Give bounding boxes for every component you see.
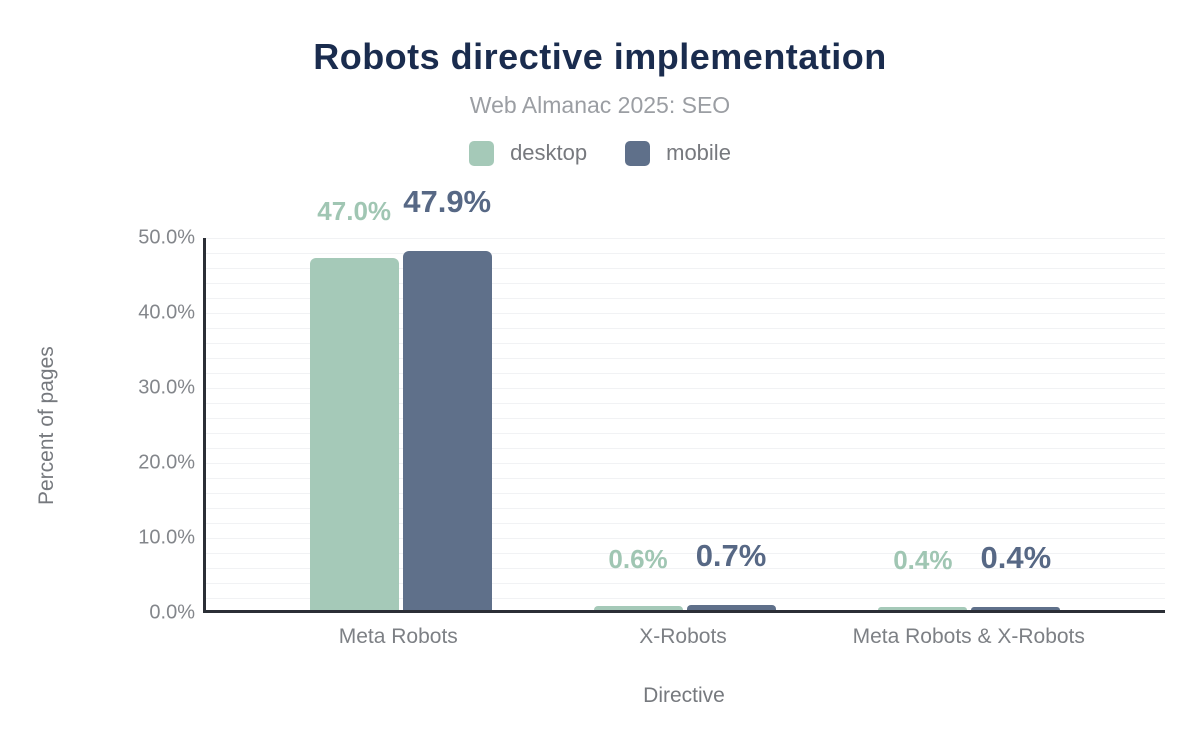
- bar-column: 0.4%: [971, 542, 1061, 610]
- legend-item-desktop[interactable]: desktop: [469, 140, 587, 166]
- bar-value-label: 0.4%: [980, 540, 1052, 575]
- bar-value-label: 0.4%: [893, 545, 953, 575]
- y-axis-title: Percent of pages: [35, 346, 58, 505]
- y-tick-label: 10.0%: [138, 526, 195, 549]
- bar-desktop[interactable]: [593, 605, 683, 610]
- desktop-swatch-icon: [469, 140, 495, 166]
- chart-subtitle: Web Almanac 2025: SEO: [469, 92, 731, 118]
- bar-mobile[interactable]: [971, 607, 1061, 610]
- legend-item-mobile[interactable]: mobile: [625, 140, 731, 166]
- bar-group: 0.6% 0.7%: [593, 540, 776, 610]
- bar-column: 47.0%: [309, 198, 399, 610]
- bar-group: 0.4% 0.4%: [878, 542, 1061, 610]
- bar-desktop[interactable]: [878, 607, 968, 610]
- bar-value-label: 47.9%: [403, 183, 492, 219]
- bar-value-label: 0.7%: [695, 537, 767, 573]
- legend-label-desktop: desktop: [510, 140, 588, 165]
- x-tick-label: X-Robots: [639, 625, 727, 648]
- bar-column: 0.7%: [686, 540, 776, 610]
- bar-column: 0.6%: [593, 546, 683, 610]
- x-tick-label: Meta Robots & X-Robots: [852, 625, 1085, 648]
- bar-desktop[interactable]: [309, 257, 399, 610]
- bar-column: 0.4%: [878, 547, 968, 610]
- x-tick-label: Meta Robots: [338, 625, 458, 648]
- chart-title: Robots directive implementation: [313, 36, 887, 77]
- y-tick-label: 30.0%: [138, 376, 195, 399]
- bar-value-label: 47.0%: [317, 195, 392, 226]
- bar-group: 47.0% 47.9%: [309, 186, 492, 610]
- plot-area: 47.0% 47.9% 0.6% 0.7% 0.4% 0.4%: [203, 186, 1165, 613]
- chart-legend: desktop mobile: [0, 140, 1200, 166]
- bar-column: 47.9%: [402, 186, 492, 610]
- y-tick-label: 50.0%: [138, 226, 195, 249]
- legend-label-mobile: mobile: [666, 140, 731, 165]
- bar-mobile[interactable]: [686, 604, 776, 610]
- mobile-swatch-icon: [625, 140, 651, 166]
- bar-value-label: 0.6%: [608, 543, 668, 574]
- y-tick-label: 0.0%: [149, 601, 195, 624]
- y-tick-label: 40.0%: [138, 301, 195, 324]
- x-axis-title: Directive: [643, 684, 725, 707]
- y-tick-label: 20.0%: [138, 451, 195, 474]
- bar-mobile[interactable]: [402, 250, 492, 610]
